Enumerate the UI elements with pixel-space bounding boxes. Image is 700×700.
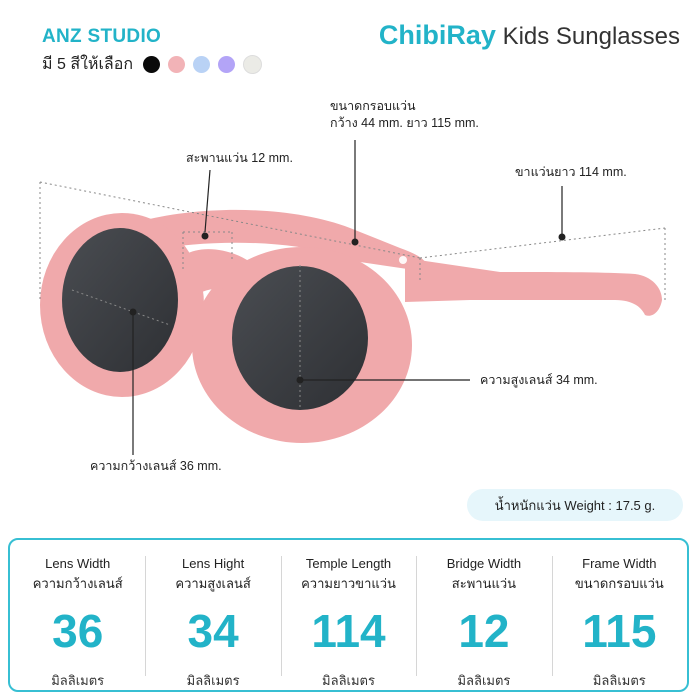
pointer-dot-lens-width <box>129 308 137 316</box>
sunglasses-illustration <box>39 140 666 455</box>
spec-unit: มิลลิเมตร <box>186 673 240 688</box>
product-title: ChibiRay Kids Sunglasses <box>379 20 680 51</box>
left-lens <box>62 228 178 372</box>
spec-label-th: ความกว้างเลนส์ <box>32 576 123 591</box>
color-swatch-white[interactable] <box>243 55 263 74</box>
spec-temple-length: Temple Length ความยาวขาแว่น 114 มิลลิเมต… <box>280 540 416 690</box>
front-temple-arm <box>405 258 662 316</box>
spec-unit: มิลลิเมตร <box>51 673 105 688</box>
spec-label-th: ความสูงเลนส์ <box>175 576 251 591</box>
pointer-dot-bridge <box>201 232 209 240</box>
spec-label-th: ความยาวขาแว่น <box>301 576 396 591</box>
pointer-dot-frame-size <box>351 238 359 246</box>
pointer-bridge <box>204 169 211 233</box>
spec-unit: มิลลิเมตร <box>592 673 646 688</box>
spec-label-en: Frame Width <box>582 556 657 571</box>
spec-unit: มิลลิเมตร <box>457 673 511 688</box>
callout-frame-size-line1: ขนาดกรอบแว่น <box>330 99 416 113</box>
back-temple-arm <box>138 209 429 272</box>
pointer-dot-temple <box>558 233 566 241</box>
pointer-dot-lens-height <box>296 376 304 384</box>
colors-label: มี 5 สีให้เลือก <box>42 56 134 73</box>
guide-lens-width <box>71 289 171 326</box>
spec-label-en: Lens Width <box>45 556 111 571</box>
color-swatch-pink[interactable] <box>168 56 186 73</box>
spec-label-th: สะพานแว่น <box>451 576 517 591</box>
product-subtitle: Kids Sunglasses <box>502 23 680 50</box>
specs-card: Lens Width ความกว้างเลนส์ 36 มิลลิเมตร L… <box>8 538 689 692</box>
bridge <box>185 249 250 300</box>
spec-lens-height: Lens Hight ความสูงเลนส์ 34 มิลลิเมตร <box>145 540 280 690</box>
color-swatch-black[interactable] <box>143 56 161 73</box>
callout-frame-size: ขนาดกรอบแว่น กว้าง 44 mm. ยาว 115 mm. <box>330 98 479 132</box>
spec-value: 115 <box>582 605 657 657</box>
callout-lens-width: ความกว้างเลนส์ 36 mm. <box>90 459 222 473</box>
color-options: มี 5 สีให้เลือก <box>42 52 270 77</box>
callout-bridge: สะพานแว่น 12 mm. <box>186 151 293 165</box>
guide-temple-top <box>419 227 666 259</box>
product-name: ChibiRay <box>378 20 496 50</box>
spec-unit: มิลลิเมตร <box>322 673 375 688</box>
spec-value: 34 <box>187 605 239 657</box>
callout-frame-size-line2: กว้าง 44 mm. ยาว 115 mm. <box>330 116 479 130</box>
spec-value: 12 <box>458 605 510 657</box>
spec-label-th: ขนาดกรอบแว่น <box>574 576 664 591</box>
right-lens <box>232 266 368 410</box>
callout-lens-height: ความสูงเลนส์ 34 mm. <box>480 373 598 387</box>
hinge-hole <box>399 256 407 264</box>
callout-temple: ขาแว่นยาว 114 mm. <box>515 165 627 179</box>
spec-value: 36 <box>52 605 104 657</box>
spec-lens-width: Lens Width ความกว้างเลนส์ 36 มิลลิเมตร <box>10 540 145 690</box>
spec-label-en: Temple Length <box>305 556 392 571</box>
weight-badge: น้ำหนักแว่น Weight : 17.5 g. <box>467 489 683 521</box>
brand-name: ANZ STUDIO <box>42 26 162 47</box>
spec-bridge-width: Bridge Width สะพานแว่น 12 มิลลิเมตร <box>416 540 551 690</box>
spec-label-en: Lens Hight <box>182 556 245 571</box>
color-swatch-purple[interactable] <box>218 56 236 73</box>
spec-label-en: Bridge Width <box>446 556 522 571</box>
color-swatch-blue[interactable] <box>193 56 211 73</box>
spec-value: 114 <box>311 605 386 657</box>
spec-frame-width: Frame Width ขนาดกรอบแว่น 115 มิลลิเมตร <box>551 540 687 690</box>
